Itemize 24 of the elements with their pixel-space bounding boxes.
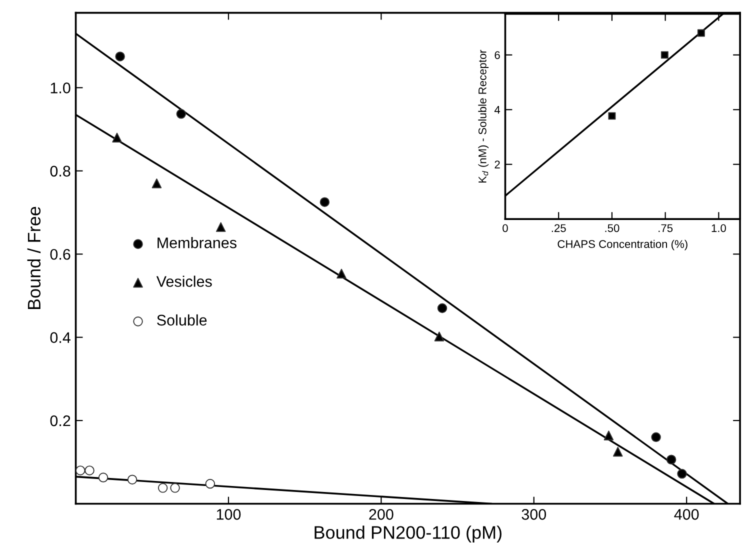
x-tick-label: 1.0 xyxy=(712,224,726,232)
x-tick-label: 400 xyxy=(674,509,699,520)
legend-label: Vesicles xyxy=(156,276,212,287)
y-tick-label: 0.6 xyxy=(50,248,70,260)
y-tick-label: 6 xyxy=(494,51,500,60)
legend-label: Soluble xyxy=(157,314,207,326)
x-tick-label: .50 xyxy=(605,224,620,232)
x-axis-title: Bound PN200-110 (pM) xyxy=(314,526,502,542)
x-tick-label: 100 xyxy=(216,509,241,520)
y-tick-label: 0.4 xyxy=(50,332,70,343)
y-tick-label: 4 xyxy=(494,106,500,114)
y-tick-label: 2 xyxy=(494,160,500,168)
x-tick-label: .25 xyxy=(552,224,566,232)
x-tick-label: 0 xyxy=(502,224,508,232)
y-tick-label: 1.0 xyxy=(50,82,70,94)
x-tick-label: 300 xyxy=(522,509,546,520)
x-axis-title: CHAPS Concentration (%) xyxy=(558,240,688,250)
y-axis-title: Bound / Free xyxy=(27,206,41,309)
y-tick-label: 0.8 xyxy=(50,166,70,177)
x-tick-label: .75 xyxy=(658,224,673,232)
y-axis-title: K$_{d}$ (nM) - Soluble Receptor xyxy=(478,50,489,183)
y-tick-label: 0.2 xyxy=(50,415,70,426)
x-tick-label: 200 xyxy=(369,509,394,520)
legend-label: Membranes xyxy=(158,237,236,248)
